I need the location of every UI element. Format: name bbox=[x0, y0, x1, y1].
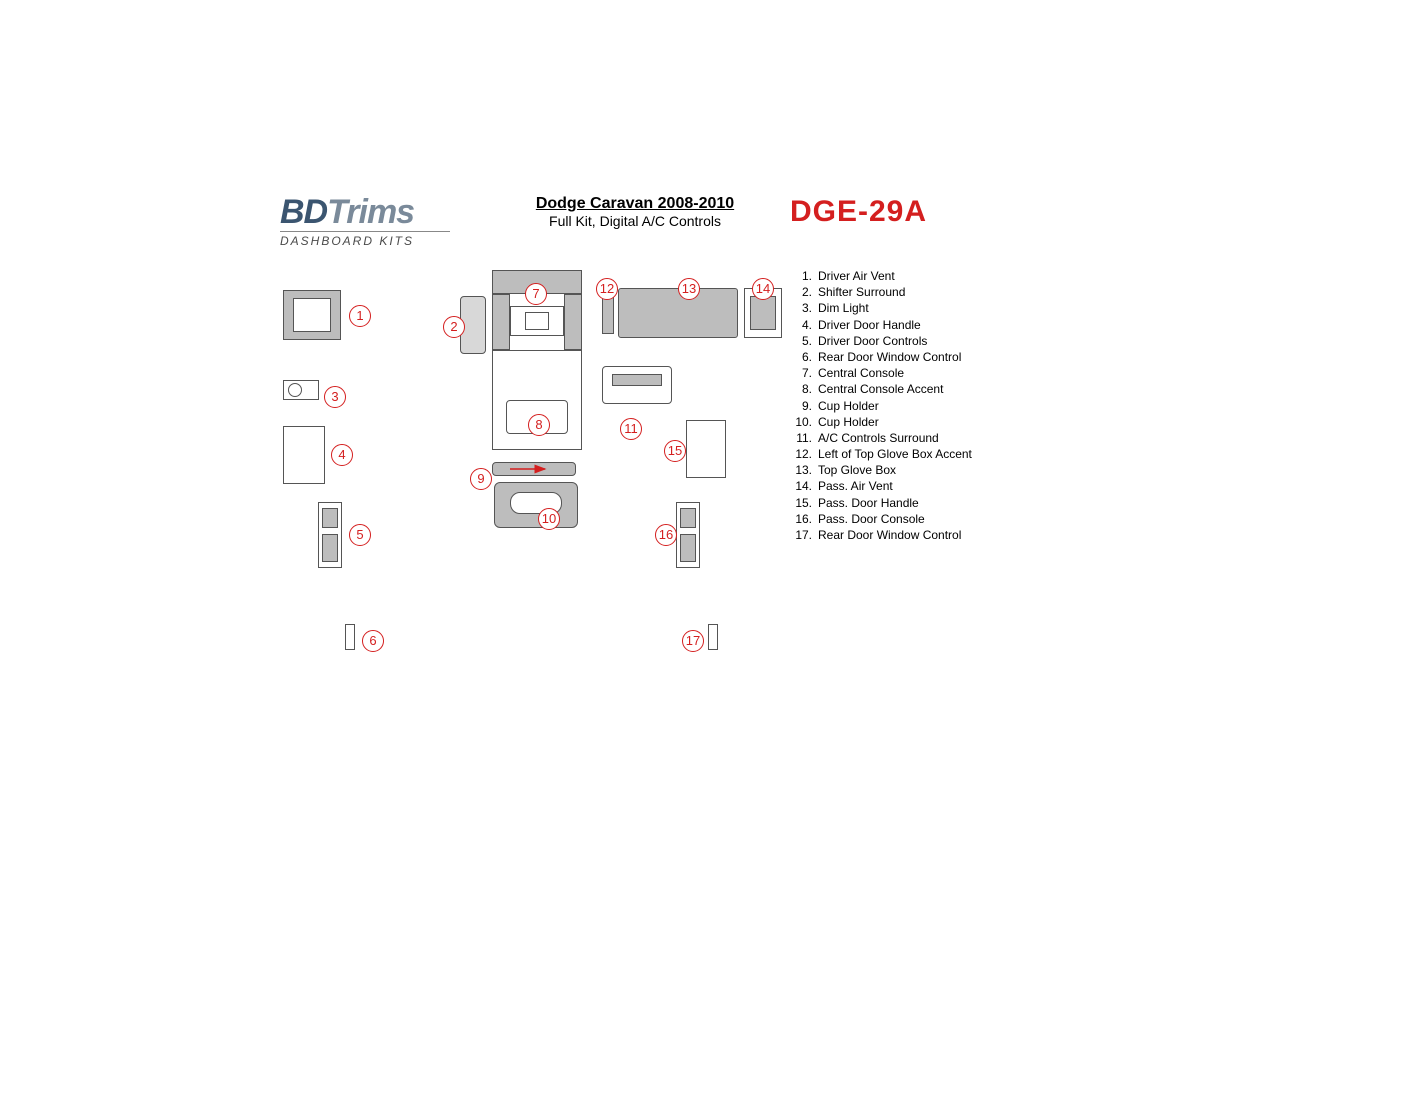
brand-logo: BDTrims DASHBOARD KITS bbox=[280, 195, 450, 248]
legend-row: 13.Top Glove Box bbox=[790, 462, 972, 478]
callout-13: 13 bbox=[678, 278, 700, 300]
part-p5-bot bbox=[322, 534, 338, 562]
callout-8: 8 bbox=[528, 414, 550, 436]
callout-9: 9 bbox=[470, 468, 492, 490]
legend-label: Rear Door Window Control bbox=[812, 350, 961, 364]
callout-7: 7 bbox=[525, 283, 547, 305]
legend-row: 3.Dim Light bbox=[790, 300, 972, 316]
part-p13 bbox=[618, 288, 738, 338]
legend-row: 9.Cup Holder bbox=[790, 398, 972, 414]
legend-num: 3. bbox=[790, 300, 812, 316]
legend-label: Pass. Air Vent bbox=[812, 479, 893, 493]
callout-1: 1 bbox=[349, 305, 371, 327]
legend-label: Cup Holder bbox=[812, 415, 879, 429]
legend-row: 4.Driver Door Handle bbox=[790, 317, 972, 333]
part-p11-slot bbox=[612, 374, 662, 386]
callout-12: 12 bbox=[596, 278, 618, 300]
legend-label: Driver Door Handle bbox=[812, 318, 921, 332]
callout-16: 16 bbox=[655, 524, 677, 546]
part-p7-midcut bbox=[525, 312, 549, 330]
callout-11: 11 bbox=[620, 418, 642, 440]
legend-num: 17. bbox=[790, 527, 812, 543]
diagram-canvas: BDTrims DASHBOARD KITS Dodge Caravan 200… bbox=[0, 0, 1422, 1100]
brand-logo-a: BD bbox=[280, 193, 327, 231]
legend-num: 1. bbox=[790, 268, 812, 284]
legend-row: 1.Driver Air Vent bbox=[790, 268, 972, 284]
legend-label: Top Glove Box bbox=[812, 463, 896, 477]
legend-num: 5. bbox=[790, 333, 812, 349]
legend-num: 11. bbox=[790, 430, 812, 446]
callout-14: 14 bbox=[752, 278, 774, 300]
part-p12 bbox=[602, 294, 614, 334]
callout-2: 2 bbox=[443, 316, 465, 338]
legend-row: 12.Left of Top Glove Box Accent bbox=[790, 446, 972, 462]
callout-10: 10 bbox=[538, 508, 560, 530]
part-p16-bot bbox=[680, 534, 696, 562]
legend-row: 7.Central Console bbox=[790, 365, 972, 381]
legend-label: Central Console bbox=[812, 366, 904, 380]
title-block: Dodge Caravan 2008-2010 Full Kit, Digita… bbox=[520, 195, 750, 229]
legend-num: 14. bbox=[790, 478, 812, 494]
legend-row: 6.Rear Door Window Control bbox=[790, 349, 972, 365]
legend-num: 13. bbox=[790, 462, 812, 478]
legend-label: Dim Light bbox=[812, 301, 869, 315]
legend-num: 6. bbox=[790, 349, 812, 365]
title-sub: Full Kit, Digital A/C Controls bbox=[520, 213, 750, 229]
part-p9 bbox=[492, 462, 576, 476]
legend-num: 15. bbox=[790, 495, 812, 511]
title-main: Dodge Caravan 2008-2010 bbox=[520, 195, 750, 213]
part-p17 bbox=[708, 624, 718, 650]
legend-row: 11.A/C Controls Surround bbox=[790, 430, 972, 446]
brand-logo-b: Trims bbox=[327, 193, 414, 231]
part-p4 bbox=[283, 426, 325, 484]
legend-num: 9. bbox=[790, 398, 812, 414]
part-p1-inner bbox=[293, 298, 331, 332]
part-p3-knob bbox=[288, 383, 302, 397]
part-p7-rightstem bbox=[564, 294, 582, 350]
legend-row: 15.Pass. Door Handle bbox=[790, 495, 972, 511]
legend-row: 8.Central Console Accent bbox=[790, 381, 972, 397]
parts-legend: 1.Driver Air Vent2.Shifter Surround3.Dim… bbox=[790, 268, 972, 543]
legend-label: A/C Controls Surround bbox=[812, 431, 939, 445]
legend-row: 10.Cup Holder bbox=[790, 414, 972, 430]
legend-label: Shifter Surround bbox=[812, 285, 905, 299]
legend-num: 7. bbox=[790, 365, 812, 381]
legend-label: Rear Door Window Control bbox=[812, 528, 961, 542]
callout-6: 6 bbox=[362, 630, 384, 652]
legend-row: 5.Driver Door Controls bbox=[790, 333, 972, 349]
legend-num: 10. bbox=[790, 414, 812, 430]
arrows-layer bbox=[0, 0, 1422, 1100]
callout-5: 5 bbox=[349, 524, 371, 546]
legend-label: Pass. Door Console bbox=[812, 512, 925, 526]
legend-num: 4. bbox=[790, 317, 812, 333]
legend-label: Cup Holder bbox=[812, 399, 879, 413]
part-p15 bbox=[686, 420, 726, 478]
part-p14-inner bbox=[750, 296, 776, 330]
part-p6 bbox=[345, 624, 355, 650]
brand-tagline: DASHBOARD KITS bbox=[280, 231, 450, 248]
sku-code: DGE-29A bbox=[790, 195, 927, 229]
part-p5-top bbox=[322, 508, 338, 528]
legend-row: 14.Pass. Air Vent bbox=[790, 478, 972, 494]
part-p7-leftstem bbox=[492, 294, 510, 350]
callout-4: 4 bbox=[331, 444, 353, 466]
legend-label: Central Console Accent bbox=[812, 382, 943, 396]
brand-logo-text: BDTrims bbox=[280, 195, 450, 229]
part-p16-top bbox=[680, 508, 696, 528]
legend-row: 2.Shifter Surround bbox=[790, 284, 972, 300]
legend-num: 12. bbox=[790, 446, 812, 462]
legend-label: Pass. Door Handle bbox=[812, 496, 919, 510]
legend-num: 2. bbox=[790, 284, 812, 300]
legend-row: 16.Pass. Door Console bbox=[790, 511, 972, 527]
callout-3: 3 bbox=[324, 386, 346, 408]
callout-17: 17 bbox=[682, 630, 704, 652]
legend-label: Left of Top Glove Box Accent bbox=[812, 447, 972, 461]
legend-num: 16. bbox=[790, 511, 812, 527]
callout-15: 15 bbox=[664, 440, 686, 462]
legend-row: 17.Rear Door Window Control bbox=[790, 527, 972, 543]
legend-label: Driver Air Vent bbox=[812, 269, 895, 283]
legend-label: Driver Door Controls bbox=[812, 334, 927, 348]
legend-num: 8. bbox=[790, 381, 812, 397]
